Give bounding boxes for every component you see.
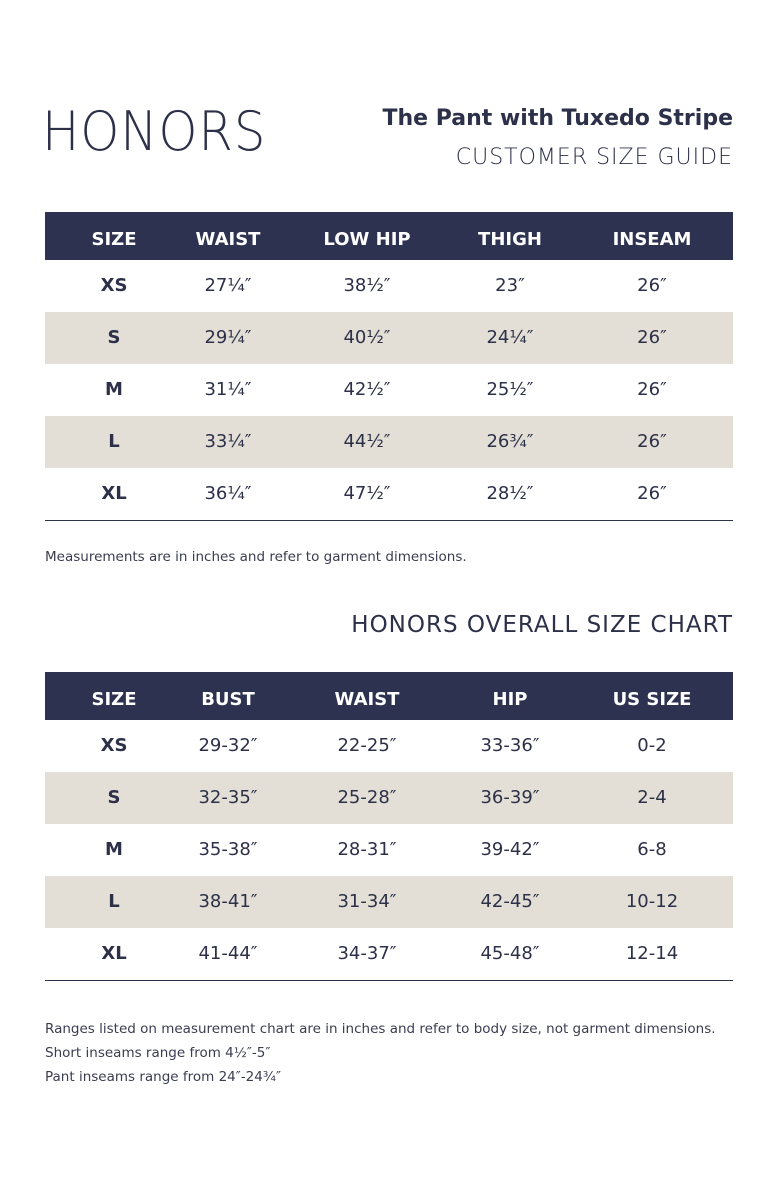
header-row: SIZE WAIST LOW HIP THIGH INSEAM [45,212,733,260]
table-rule [45,980,733,981]
logo: HONORS [42,100,267,163]
note: Short inseams range from 4½″-5″ [45,1045,271,1061]
table-cell: XS [100,735,128,756]
table-cell: L [108,431,120,452]
header-cell: SIZE [91,229,137,250]
table-cell: 26¾″ [486,431,534,452]
table-cell: 29¼″ [204,327,252,348]
table-cell: 0-2 [637,735,667,756]
table-cell: 26″ [637,327,667,348]
table-cell: 2-4 [637,787,667,808]
table-cell: 44½″ [343,431,391,452]
table-cell: 6-8 [637,839,667,860]
table-cell: 31-34″ [337,891,397,912]
table-cell: XL [101,483,127,504]
table-cell: 27¼″ [204,275,252,296]
table-cell: M [105,839,123,860]
header-cell: BUST [201,689,255,710]
table-cell: 26″ [637,379,667,400]
table-row: M 35-38″ 28-31″ 39-42″ 6-8 [45,824,733,876]
header-cell: WAIST [195,229,261,250]
table-cell: 24¼″ [486,327,534,348]
subtitle: CUSTOMER SIZE GUIDE [455,145,733,170]
table-cell: 36-39″ [480,787,540,808]
table-cell: S [107,327,121,348]
table-cell: 45-48″ [480,943,540,964]
header-cell: LOW HIP [323,229,411,250]
table-cell: 38-41″ [198,891,258,912]
table-cell: 47½″ [343,483,391,504]
table-row: S 29¼″ 40½″ 24¼″ 26″ [45,312,733,364]
header-cell: INSEAM [612,229,692,250]
size-table: SIZE BUST WAIST HIP US SIZE XS 29-32″ 22-25″ 33-… [45,672,733,981]
table-row: XL 41-44″ 34-37″ 45-48″ 12-14 [45,928,733,980]
table-cell: 40½″ [343,327,391,348]
table-cell: 28-31″ [337,839,397,860]
table-cell: 34-37″ [337,943,397,964]
note: Pant inseams range from 24″-24¾″ [45,1069,281,1085]
table-cell: L [108,891,120,912]
table-cell: 23″ [495,275,525,296]
table-row: XS 27¼″ 38½″ 23″ 26″ [45,260,733,312]
note: Ranges listed on measurement chart are i… [45,1021,716,1037]
table-cell: 12-14 [625,943,679,964]
note: Measurements are in inches and refer to … [45,549,467,565]
table-cell: XL [101,943,127,964]
table-cell: S [107,787,121,808]
header-cell: HIP [492,689,528,710]
table-cell: 31¼″ [204,379,252,400]
size-table: SIZE WAIST LOW HIP THIGH INSEAM XS 27¼″ 38½″ 23″… [45,212,733,521]
table-row: M 31¼″ 42½″ 25½″ 26″ [45,364,733,416]
product-title: The Pant with Tuxedo Stripe [382,106,733,131]
table-cell: 35-38″ [198,839,258,860]
table-cell: 26″ [637,275,667,296]
header-cell: THIGH [478,229,542,250]
table-row: XS 29-32″ 22-25″ 33-36″ 0-2 [45,720,733,772]
header-cell: SIZE [91,689,137,710]
header-cell: US SIZE [612,689,692,710]
header-cell: WAIST [334,689,400,710]
table-row: XL 36¼″ 47½″ 28½″ 26″ [45,468,733,520]
table-cell: 33¼″ [204,431,252,452]
table-row: S 32-35″ 25-28″ 36-39″ 2-4 [45,772,733,824]
table-cell: 36¼″ [204,483,252,504]
table-cell: 38½″ [343,275,391,296]
table-cell: 28½″ [486,483,534,504]
table-cell: XS [100,275,128,296]
table-cell: M [105,379,123,400]
table-cell: 26″ [637,431,667,452]
table-row: L 33¼″ 44½″ 26¾″ 26″ [45,416,733,468]
section-title: HONORS OVERALL SIZE CHART [351,612,733,638]
table-cell: 32-35″ [198,787,258,808]
table-cell: 26″ [637,483,667,504]
table-cell: 22-25″ [337,735,397,756]
table-cell: 41-44″ [198,943,258,964]
table-cell: 39-42″ [480,839,540,860]
table-cell: 10-12 [625,891,679,912]
header-row: SIZE BUST WAIST HIP US SIZE [45,672,733,720]
table-cell: 33-36″ [480,735,540,756]
table-cell: 42-45″ [480,891,540,912]
table-row: L 38-41″ 31-34″ 42-45″ 10-12 [45,876,733,928]
table-cell: 25-28″ [337,787,397,808]
table-rule [45,520,733,521]
table-cell: 25½″ [486,379,534,400]
table-cell: 42½″ [343,379,391,400]
table-cell: 29-32″ [198,735,258,756]
